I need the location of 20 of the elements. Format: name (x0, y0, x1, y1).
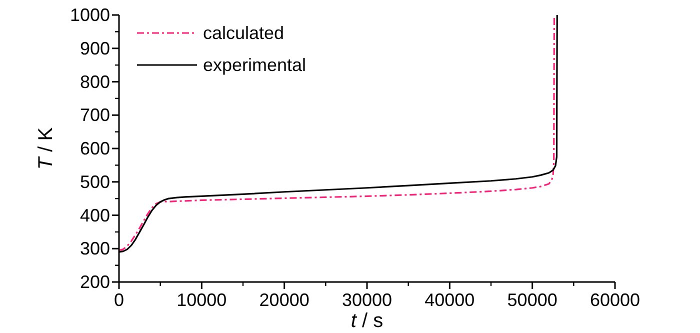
x-tick-label: 60000 (590, 290, 640, 310)
legend-label: calculated (203, 23, 284, 43)
y-axis-title: T / K (35, 126, 57, 170)
x-tick-label: 20000 (259, 290, 310, 310)
y-tick-label: 800 (80, 72, 110, 92)
y-tick-label: 1000 (70, 5, 110, 25)
x-tick-label: 50000 (507, 290, 558, 310)
y-tick-label: 300 (80, 238, 110, 259)
x-axis-title: t / s (350, 310, 384, 332)
x-tick-label: 30000 (342, 290, 392, 310)
y-tick-label: 400 (80, 205, 110, 226)
y-tick-label: 900 (80, 38, 110, 58)
x-tick-label: 10000 (176, 290, 227, 310)
y-tick-label: 700 (80, 105, 110, 126)
y-tick-label: 200 (80, 272, 110, 292)
y-tick-label: 600 (80, 138, 110, 158)
y-tick-label: 500 (80, 172, 110, 192)
x-tick-label: 0 (114, 290, 124, 310)
x-tick-label: 40000 (424, 290, 475, 310)
legend-label: experimental (203, 55, 306, 75)
